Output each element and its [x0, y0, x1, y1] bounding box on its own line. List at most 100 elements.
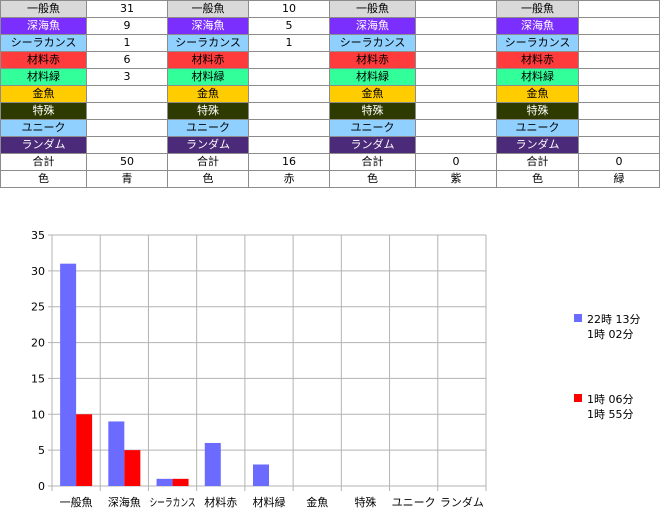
value-cell[interactable]: 9	[86, 17, 168, 35]
category-label-cell[interactable]: 一般魚	[329, 0, 416, 18]
color-label-cell[interactable]: 色	[496, 170, 579, 188]
value-cell[interactable]	[248, 136, 330, 154]
value-cell[interactable]	[415, 136, 497, 154]
category-label-cell[interactable]: シーラカンス	[0, 34, 87, 52]
value-cell[interactable]: 1	[248, 34, 330, 52]
total-label-cell[interactable]: 合計	[496, 153, 579, 171]
category-label-cell[interactable]: 材料赤	[496, 51, 579, 69]
value-cell[interactable]	[86, 119, 168, 137]
category-label-cell[interactable]: 一般魚	[0, 0, 87, 18]
category-label-cell[interactable]: 特殊	[329, 102, 416, 120]
category-label-cell[interactable]: ランダム	[329, 136, 416, 154]
category-label-cell[interactable]: 特殊	[0, 102, 87, 120]
total-label-cell[interactable]: 合計	[0, 153, 87, 171]
category-label-cell[interactable]: シーラカンス	[496, 34, 579, 52]
category-label-cell[interactable]: ランダム	[167, 136, 249, 154]
value-cell[interactable]	[578, 68, 660, 86]
color-value-cell[interactable]: 緑	[578, 170, 660, 188]
bar-series-1[interactable]	[253, 464, 269, 486]
category-label-cell[interactable]: 材料緑	[329, 68, 416, 86]
value-cell[interactable]	[415, 51, 497, 69]
value-cell[interactable]	[415, 0, 497, 18]
value-cell[interactable]	[415, 119, 497, 137]
category-label-cell[interactable]: 材料赤	[167, 51, 249, 69]
color-value-cell[interactable]: 青	[86, 170, 168, 188]
category-label-cell[interactable]: 金魚	[329, 85, 416, 103]
y-tick-label: 20	[31, 337, 45, 350]
category-label-cell[interactable]: 材料緑	[0, 68, 87, 86]
category-label-cell[interactable]: 材料赤	[329, 51, 416, 69]
bar-series-1[interactable]	[60, 263, 77, 486]
value-cell[interactable]	[86, 85, 168, 103]
total-label-cell[interactable]: 合計	[329, 153, 416, 171]
category-label-cell[interactable]: 材料緑	[167, 68, 249, 86]
value-cell[interactable]	[248, 68, 330, 86]
value-cell[interactable]	[578, 136, 660, 154]
total-value-cell[interactable]: 0	[578, 153, 660, 171]
category-label-cell[interactable]: 材料緑	[496, 68, 579, 86]
value-cell[interactable]: 1	[86, 34, 168, 52]
color-value-cell[interactable]: 赤	[248, 170, 330, 188]
value-cell[interactable]	[248, 85, 330, 103]
total-value-cell[interactable]: 0	[415, 153, 497, 171]
color-label-cell[interactable]: 色	[0, 170, 87, 188]
value-cell[interactable]	[578, 0, 660, 18]
category-label-cell[interactable]: 材料赤	[0, 51, 87, 69]
value-cell[interactable]: 6	[86, 51, 168, 69]
value-cell[interactable]: 10	[248, 0, 330, 18]
value-cell[interactable]	[415, 85, 497, 103]
category-label-cell[interactable]: シーラカンス	[329, 34, 416, 52]
category-label-cell[interactable]: ランダム	[0, 136, 87, 154]
color-label-cell[interactable]: 色	[329, 170, 416, 188]
value-cell[interactable]: 5	[248, 17, 330, 35]
value-cell[interactable]	[248, 51, 330, 69]
category-label-cell[interactable]: シーラカンス	[167, 34, 249, 52]
value-cell[interactable]	[248, 119, 330, 137]
total-value-cell[interactable]: 16	[248, 153, 330, 171]
category-label-cell[interactable]: ユニーク	[167, 119, 249, 137]
category-label-cell[interactable]: 深海魚	[167, 17, 249, 35]
value-cell[interactable]	[86, 136, 168, 154]
color-value-cell[interactable]: 紫	[415, 170, 497, 188]
category-label-cell[interactable]: 特殊	[167, 102, 249, 120]
bar-series-2[interactable]	[172, 478, 189, 486]
value-cell[interactable]	[578, 34, 660, 52]
category-label-cell[interactable]: ユニーク	[0, 119, 87, 137]
value-cell[interactable]	[578, 102, 660, 120]
value-cell[interactable]: 31	[86, 0, 168, 18]
bar-series-1[interactable]	[156, 478, 173, 486]
bar-series-2[interactable]	[76, 414, 93, 486]
category-label-cell[interactable]: 金魚	[496, 85, 579, 103]
value-cell[interactable]	[248, 102, 330, 120]
value-cell[interactable]	[578, 51, 660, 69]
total-value-cell[interactable]: 50	[86, 153, 168, 171]
bar-series-1[interactable]	[108, 421, 125, 486]
category-label-cell[interactable]: 特殊	[496, 102, 579, 120]
category-label-cell[interactable]: ユニーク	[496, 119, 579, 137]
value-cell[interactable]	[415, 17, 497, 35]
bar-series-2[interactable]	[124, 450, 141, 486]
table-row: 材料緑 3 材料緑 材料緑 材料緑	[0, 68, 660, 86]
value-cell[interactable]	[578, 85, 660, 103]
value-cell[interactable]	[578, 17, 660, 35]
category-label-cell[interactable]: ランダム	[496, 136, 579, 154]
category-label-cell[interactable]: 一般魚	[496, 0, 579, 18]
bar-series-1[interactable]	[204, 442, 221, 486]
value-cell[interactable]	[578, 119, 660, 137]
x-tick-label: 特殊	[354, 495, 376, 509]
category-label-cell[interactable]: 金魚	[167, 85, 249, 103]
value-cell[interactable]	[415, 102, 497, 120]
category-label-cell[interactable]: 一般魚	[167, 0, 249, 18]
value-cell[interactable]	[86, 102, 168, 120]
category-label-cell[interactable]: 金魚	[0, 85, 87, 103]
total-label-cell[interactable]: 合計	[167, 153, 249, 171]
category-label-cell[interactable]: 深海魚	[0, 17, 87, 35]
color-label-cell[interactable]: 色	[167, 170, 249, 188]
category-label-cell[interactable]: 深海魚	[496, 17, 579, 35]
category-label-cell[interactable]: 深海魚	[329, 17, 416, 35]
table-row: シーラカンス 1 シーラカンス 1 シーラカンス シーラカンス	[0, 34, 660, 52]
value-cell[interactable]	[415, 68, 497, 86]
value-cell[interactable]	[415, 34, 497, 52]
value-cell[interactable]: 3	[86, 68, 168, 86]
category-label-cell[interactable]: ユニーク	[329, 119, 416, 137]
